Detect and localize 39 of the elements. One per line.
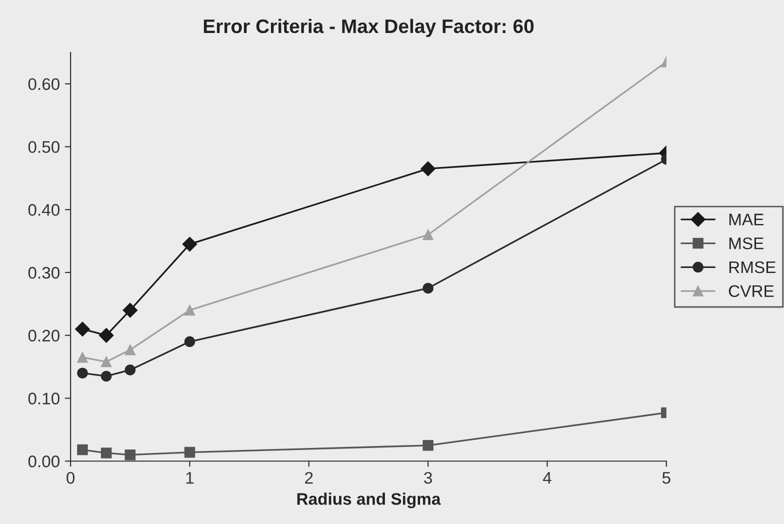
point bbox=[75, 322, 90, 336]
y-tick-label: 0.00 bbox=[28, 456, 60, 468]
point bbox=[98, 328, 114, 343]
legend-label: MAE bbox=[729, 214, 764, 226]
point bbox=[182, 236, 198, 252]
point bbox=[422, 282, 434, 294]
y-tick-label: 0.50 bbox=[28, 141, 60, 153]
point bbox=[422, 440, 434, 451]
point bbox=[184, 304, 196, 316]
x-tick-label: 0 bbox=[66, 472, 75, 484]
legend-label: RMSE bbox=[729, 261, 776, 274]
legend-label: MSE bbox=[729, 237, 764, 250]
chart-title: Error Criteria - Max Delay Factor: 60 bbox=[204, 18, 534, 37]
x-tick-label: 1 bbox=[186, 472, 194, 484]
point bbox=[77, 444, 88, 456]
point bbox=[77, 352, 88, 363]
x-tick-label: 3 bbox=[424, 472, 432, 484]
point bbox=[122, 302, 138, 318]
point bbox=[124, 449, 136, 460]
y-tick-label: 0.10 bbox=[28, 392, 60, 404]
y-tick-label: 0.20 bbox=[28, 330, 60, 342]
y-tick-label: 0.60 bbox=[28, 78, 60, 90]
point bbox=[77, 368, 88, 378]
x-axis-title: Radius and Sigma bbox=[297, 492, 441, 508]
x-tick-label: 4 bbox=[542, 472, 552, 484]
point bbox=[100, 356, 112, 368]
x-tick-label: 5 bbox=[662, 472, 670, 484]
x-tick-label: 2 bbox=[305, 472, 313, 484]
point bbox=[422, 229, 434, 240]
point bbox=[100, 370, 112, 382]
point bbox=[124, 344, 136, 356]
point bbox=[420, 161, 436, 176]
y-tick-label: 0.40 bbox=[28, 204, 60, 216]
point bbox=[124, 364, 136, 376]
legend-label: CVRE bbox=[728, 285, 774, 298]
point bbox=[100, 448, 112, 458]
point bbox=[184, 446, 196, 458]
point bbox=[184, 336, 196, 348]
y-tick-label: 0.30 bbox=[28, 266, 60, 279]
